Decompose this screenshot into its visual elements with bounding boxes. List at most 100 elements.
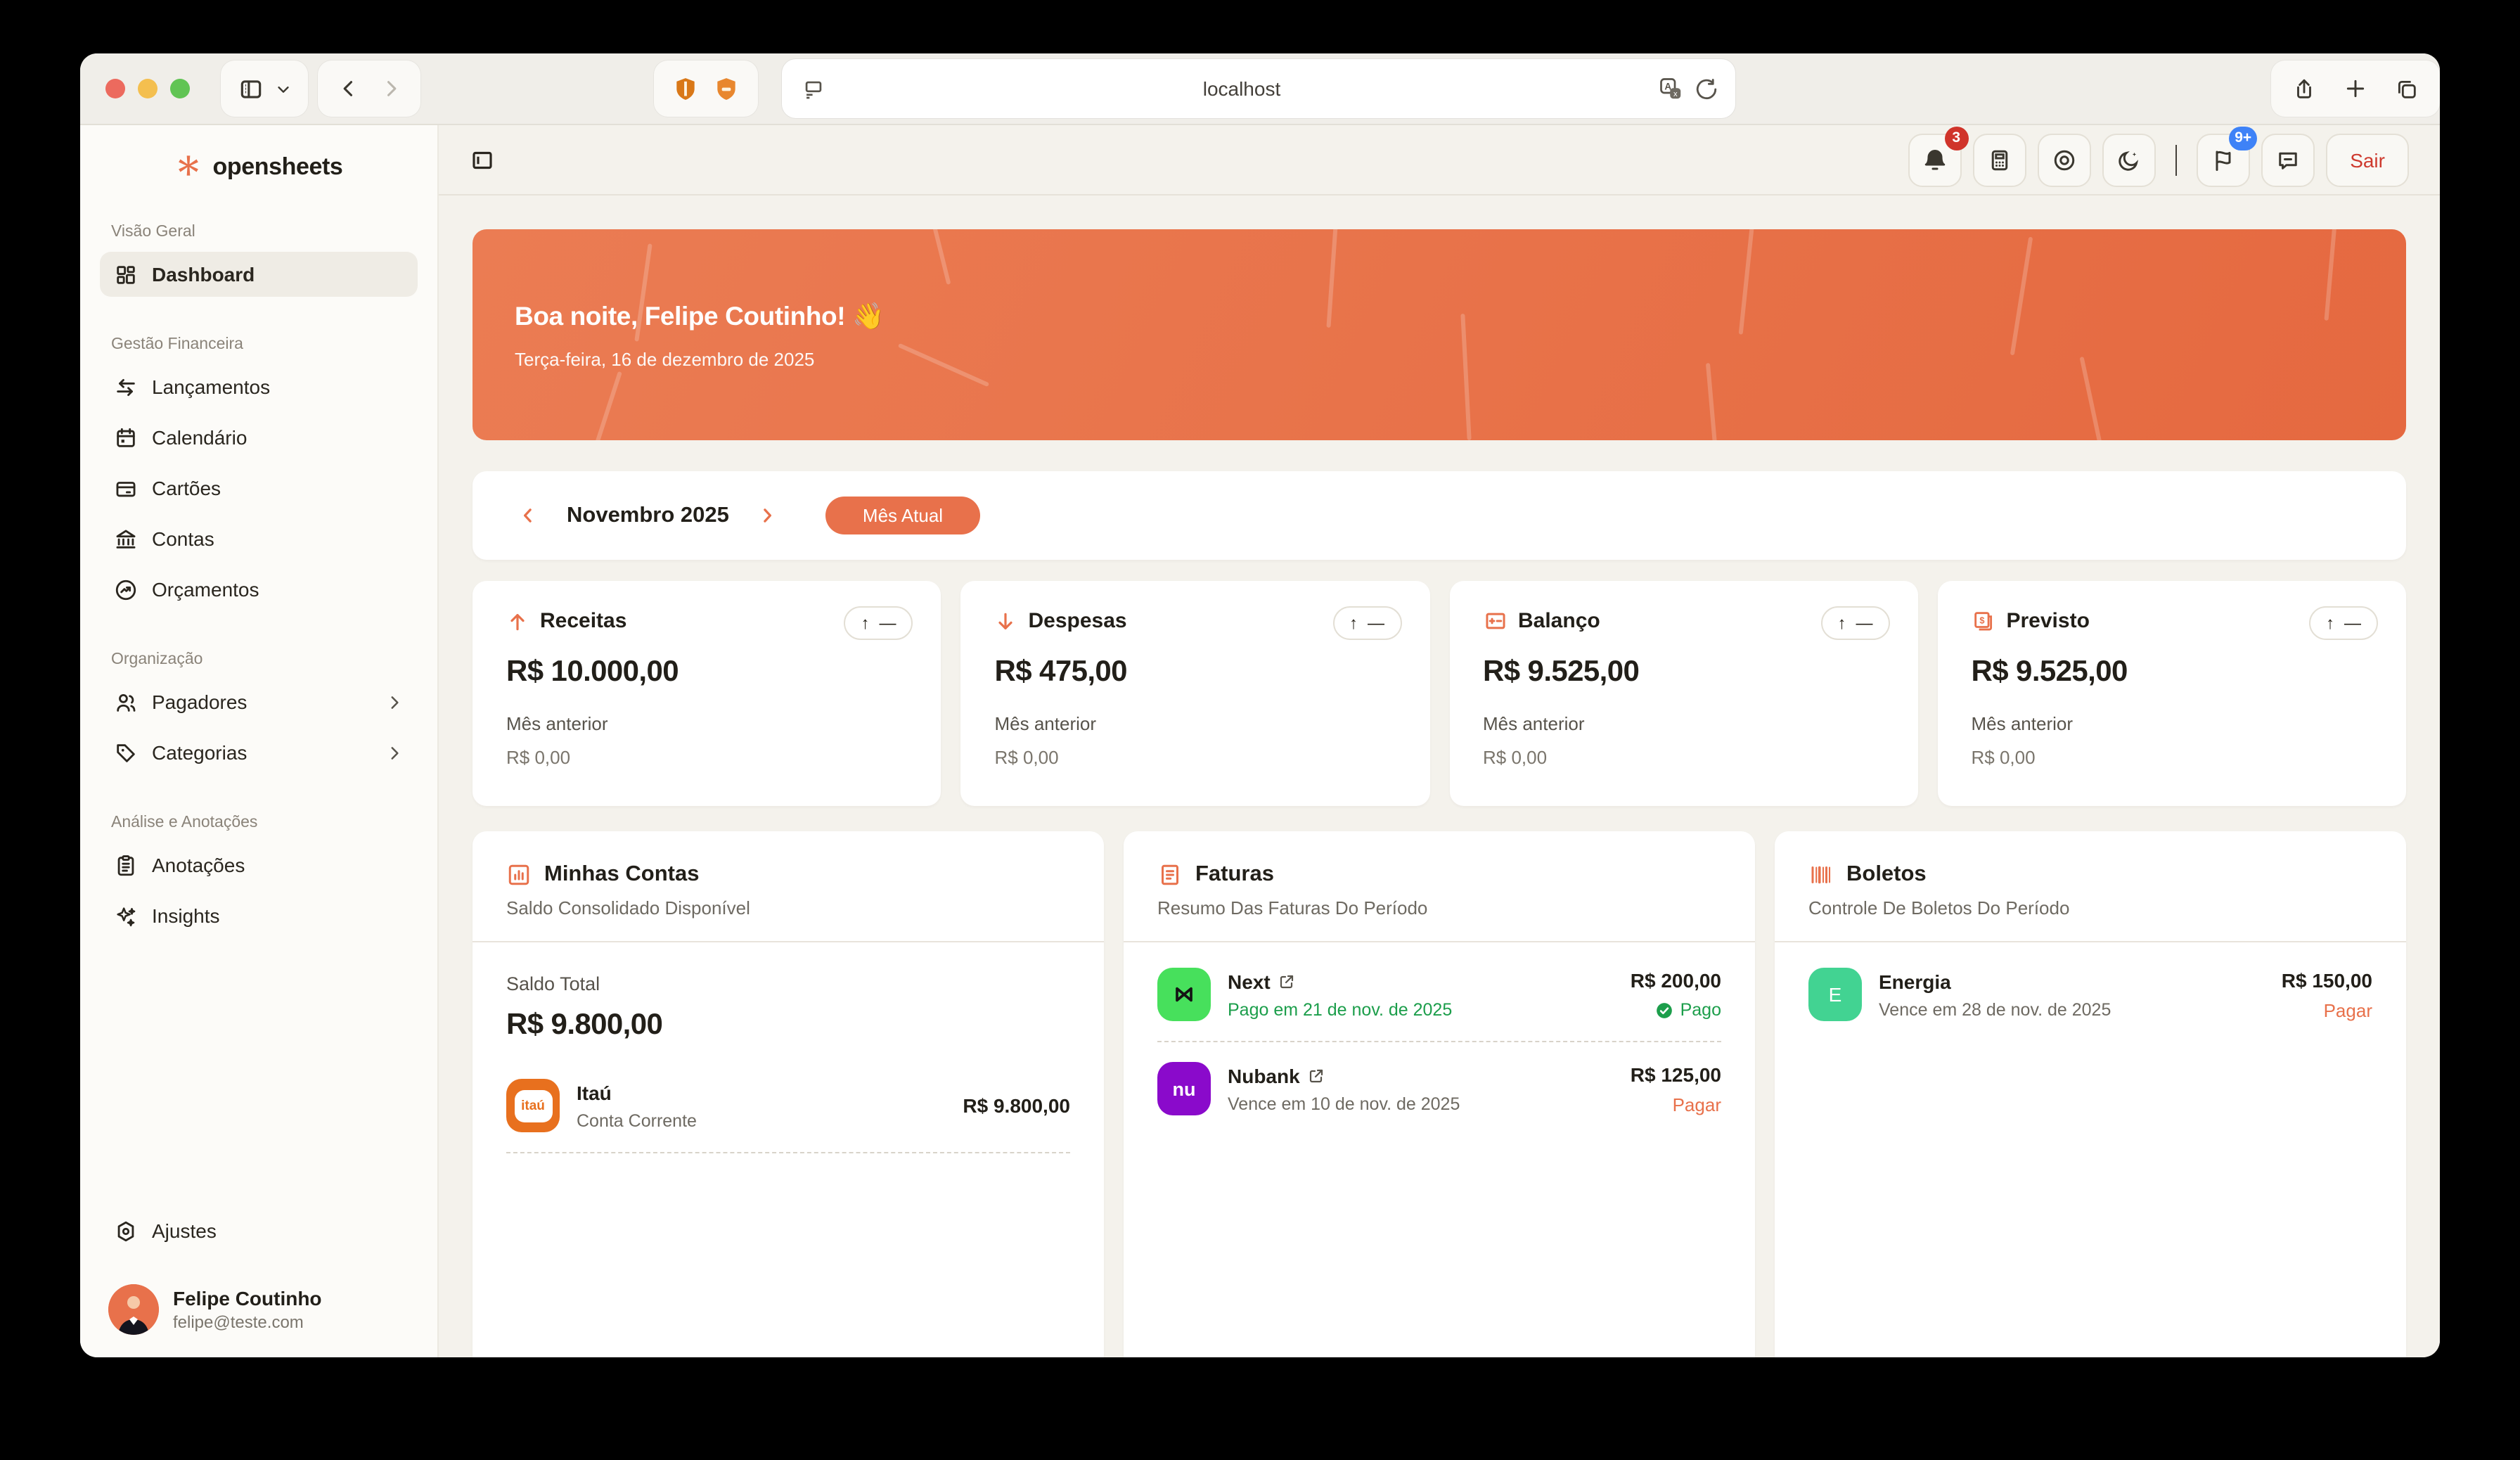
dark-mode-button[interactable]: [2102, 133, 2156, 186]
greeting-banner: Boa noite, Felipe Coutinho! 👋 Terça-feir…: [472, 229, 2406, 440]
new-tab-icon[interactable]: [2344, 77, 2367, 100]
stat-sub-label: Mês anterior: [1483, 713, 1585, 734]
fullscreen-button[interactable]: [170, 79, 190, 98]
url-text[interactable]: localhost: [1202, 77, 1281, 100]
sidebar-item-pagadores[interactable]: Pagadores: [100, 679, 418, 724]
trend-badge[interactable]: ↑ —: [1820, 606, 1890, 640]
stat-sub-value: R$ 0,00: [994, 747, 1059, 768]
sidebar-item-anotacoes[interactable]: Anotações: [100, 843, 418, 888]
bank-icon: [114, 527, 138, 551]
trend-badge[interactable]: ↑ —: [2309, 606, 2378, 640]
sidebar-item-cartoes[interactable]: Cartões: [100, 466, 418, 511]
panel-subtitle: Controle De Boletos Do Período: [1808, 897, 2070, 918]
chevron-down-icon[interactable]: [276, 81, 291, 96]
panel-boletos: Boletos Controle De Boletos Do Período E…: [1775, 831, 2406, 1357]
focus-button[interactable]: [2037, 133, 2091, 186]
greeting-date: Terça-feira, 16 de dezembro de 2025: [515, 348, 815, 369]
stat-cards: Receitas ↑ — R$ 10.000,00 Mês anterior R$…: [472, 581, 2406, 806]
share-icon[interactable]: [2292, 77, 2316, 101]
sidebar-item-label: Contas: [152, 527, 214, 550]
sidebar-item-ajustes[interactable]: Ajustes: [100, 1208, 418, 1253]
sidebar-item-dashboard[interactable]: Dashboard: [100, 252, 418, 297]
sparkles-icon: [114, 904, 138, 928]
itau-logo: itaú: [506, 1079, 560, 1132]
announcements-button[interactable]: 9+: [2197, 126, 2258, 186]
stat-card-previsto: $ Previsto ↑ — R$ 9.525,00 Mês anterior R…: [1937, 581, 2406, 806]
svg-text:x: x: [1673, 90, 1678, 98]
section-label: Organização: [111, 651, 203, 668]
nubank-logo: nu: [1157, 1062, 1211, 1115]
account-balance: R$ 9.800,00: [963, 1094, 1070, 1117]
back-button[interactable]: [338, 79, 358, 98]
sidebar-item-label: Categorias: [152, 741, 248, 764]
sidebar-item-insights[interactable]: Insights: [100, 893, 418, 938]
extension-shield-icon[interactable]: [672, 75, 699, 102]
sidebar-item-orcamentos[interactable]: Orçamentos: [100, 567, 418, 612]
plus-minus-icon: [1483, 609, 1507, 633]
current-month-button[interactable]: Mês Atual: [825, 497, 980, 534]
account-type: Conta Corrente: [577, 1110, 697, 1130]
boleto-row-energia[interactable]: E Energia Vence em 28 de nov. de 2025 R$…: [1808, 968, 2372, 1021]
credit-card-icon: [114, 476, 138, 500]
invoice-row-next[interactable]: Next Pago em 21 de nov. de 2025 R$ 200,0…: [1157, 968, 1721, 1042]
account-row[interactable]: itaú Itaú Conta Corrente R$ 9.800,00: [506, 1079, 1070, 1153]
minimize-button[interactable]: [138, 79, 158, 98]
feedback-button[interactable]: [2261, 133, 2315, 186]
invoice-value: R$ 200,00: [1630, 969, 1721, 992]
stat-sub-value: R$ 0,00: [1971, 747, 2036, 768]
sidebar-item-lancamentos[interactable]: Lançamentos: [100, 364, 418, 409]
panel-title: Faturas: [1195, 862, 1274, 886]
page-format-icon[interactable]: [802, 77, 825, 101]
brand-name: opensheets: [212, 153, 343, 180]
wave-emoji: 👋: [852, 300, 885, 330]
sidebar-item-calendario[interactable]: Calendário: [100, 415, 418, 460]
notifications-button[interactable]: 3: [1908, 126, 1969, 186]
reload-icon[interactable]: [1695, 77, 1718, 101]
trend-badge[interactable]: ↑ —: [1332, 606, 1401, 640]
pay-link[interactable]: Pagar: [2323, 999, 2372, 1020]
barcode-icon: [1808, 862, 1834, 888]
forward-button[interactable]: [380, 79, 400, 98]
invoice-row-nubank[interactable]: nu Nubank Vence em 10 de nov. de 2025 R: [1157, 1062, 1721, 1115]
calculator-button[interactable]: [1972, 133, 2026, 186]
external-link-icon[interactable]: [1279, 973, 1296, 990]
settings-icon: [114, 1219, 138, 1243]
previous-month-button[interactable]: [518, 505, 539, 526]
app-sidebar-toggle-icon[interactable]: [470, 147, 495, 172]
sidebar-item-label: Calendário: [152, 426, 248, 449]
browser-sidebar-icon[interactable]: [238, 75, 264, 102]
next-month-button[interactable]: [757, 505, 778, 526]
signout-button[interactable]: Sair: [2326, 133, 2409, 186]
external-link-icon[interactable]: [1309, 1067, 1325, 1084]
invoice-name: Next: [1228, 970, 1452, 992]
trend-badge[interactable]: ↑ —: [844, 606, 913, 640]
svg-text:$: $: [1979, 615, 1984, 626]
window-actions-group: [2271, 60, 2440, 117]
sidebar-item-label: Ajustes: [152, 1219, 217, 1242]
transactions-icon: [114, 375, 138, 399]
panel-subtitle: Resumo Das Faturas Do Período: [1157, 897, 1428, 918]
svg-text:A: A: [1664, 82, 1671, 92]
sidebar-item-categorias[interactable]: Categorias: [100, 730, 418, 775]
month-label: Novembro 2025: [567, 503, 729, 527]
chevron-right-icon: [385, 743, 404, 762]
brand-logo-icon: [175, 153, 203, 181]
sidebar: opensheets Visão Geral Dashboard Gestão …: [80, 125, 439, 1357]
sidebar-item-label: Dashboard: [152, 263, 255, 286]
invoice-note: Vence em 10 de nov. de 2025: [1228, 1094, 1460, 1113]
pay-link[interactable]: Pagar: [1672, 1094, 1721, 1115]
stat-sub-value: R$ 0,00: [1483, 747, 1548, 768]
extension-shield2-icon[interactable]: [713, 75, 740, 102]
stat-sub-label: Mês anterior: [994, 713, 1097, 734]
invoice-note: Pago em 21 de nov. de 2025: [1228, 999, 1453, 1019]
stat-value: R$ 475,00: [994, 655, 1128, 688]
tab-overview-icon[interactable]: [2395, 77, 2419, 101]
close-button[interactable]: [105, 79, 125, 98]
account-name: Itaú: [577, 1081, 612, 1103]
tag-icon: [114, 741, 138, 764]
sidebar-item-contas[interactable]: Contas: [100, 516, 418, 561]
user-profile[interactable]: Felipe Coutinho felipe@teste.com: [100, 1284, 418, 1335]
